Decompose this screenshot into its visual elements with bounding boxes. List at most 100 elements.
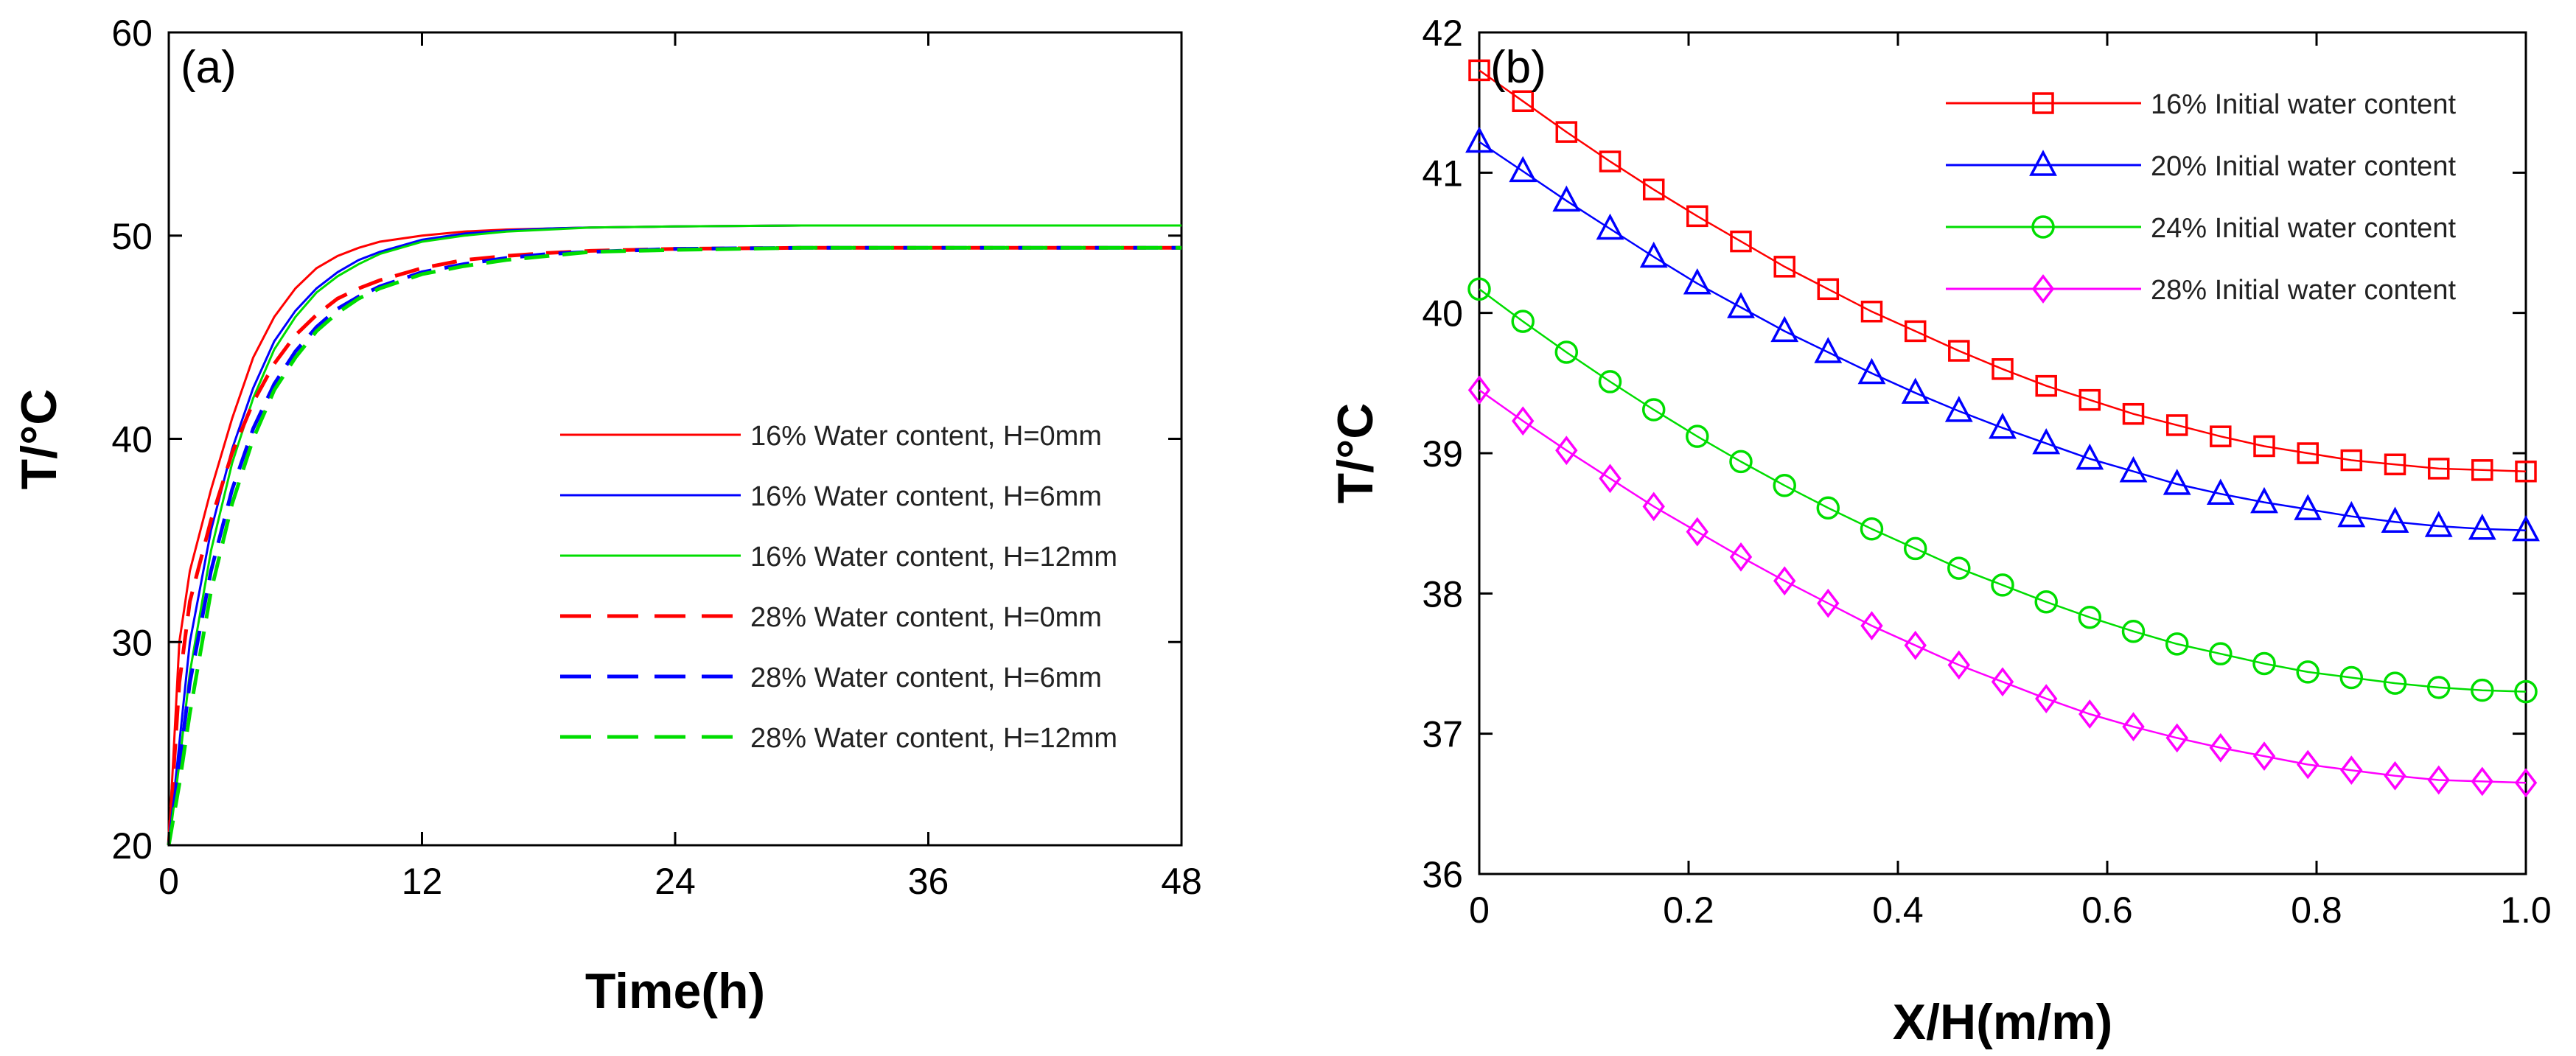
data-point-circle	[1686, 424, 1709, 448]
data-point-square	[2471, 459, 2493, 481]
legend-marker-square	[2032, 92, 2054, 114]
data-point-circle	[1729, 450, 1753, 474]
x-tick-label: 36	[908, 861, 949, 902]
y-tick-label: 40	[1422, 293, 1463, 335]
series-line-24pct-initial-water-content	[1479, 288, 2527, 693]
legend-a: 16% Water content, H=0mm 16% Water conten…	[560, 421, 1117, 754]
data-point-diamond	[2035, 684, 2058, 713]
data-point-diamond	[1991, 667, 2014, 697]
data-point-square	[2210, 425, 2232, 447]
y-axis-label-a: T/°C	[11, 389, 67, 490]
data-point-circle	[1991, 573, 2014, 597]
data-point-square	[1904, 320, 1927, 343]
x-tick-label: 0.2	[1663, 889, 1714, 931]
data-point-triangle	[1989, 413, 2017, 439]
data-point-triangle	[1465, 126, 1493, 153]
data-point-diamond	[2384, 760, 2406, 791]
data-point-triangle	[2337, 500, 2366, 528]
legend-label: 28% Water content, H=0mm	[750, 602, 1102, 633]
data-point-square	[1512, 90, 1534, 113]
data-point-square	[1817, 278, 1840, 301]
data-point-circle	[2296, 660, 2320, 684]
data-point-circle	[1511, 310, 1535, 333]
data-point-square	[1686, 205, 1708, 228]
data-point-diamond	[2122, 712, 2145, 742]
data-point-square	[2427, 458, 2450, 480]
x-tick-label: 12	[402, 861, 443, 902]
series-line-20pct-initial-water-content	[1479, 141, 2527, 531]
data-point-diamond	[1904, 630, 1927, 660]
legend-marker-triangle	[2029, 150, 2057, 176]
data-point-diamond	[1512, 406, 1535, 436]
y-tick-label: 38	[1422, 573, 1463, 615]
data-point-triangle	[1857, 357, 1886, 385]
data-point-square	[2384, 453, 2406, 475]
legend-label: 28% Initial water content	[2151, 275, 2456, 306]
data-point-square	[2340, 449, 2363, 472]
data-point-triangle	[1901, 377, 1930, 404]
plot-area-a	[167, 31, 1183, 847]
data-point-square	[1468, 59, 1490, 82]
data-point-square	[1555, 121, 1578, 143]
legend-label: 28% Water content, H=6mm	[750, 662, 1102, 693]
y-tick-label: 20	[111, 825, 153, 867]
data-point-triangle	[1552, 185, 1581, 212]
data-point-square	[1730, 230, 1752, 253]
legend-marker-diamond	[2031, 274, 2055, 304]
legend-label: 20% Initial water content	[2151, 151, 2456, 182]
data-point-square	[1992, 358, 2014, 380]
data-point-circle	[2078, 605, 2102, 629]
data-point-circle	[1554, 340, 1579, 364]
y-axis-label-b: T/°C	[1327, 403, 1383, 504]
data-point-triangle	[1814, 337, 1843, 363]
data-point-circle	[2514, 679, 2538, 704]
legend-b: 16% Initial water content 20% Initial wat…	[1946, 89, 2456, 306]
data-point-triangle	[2250, 486, 2278, 514]
data-point-diamond	[1729, 542, 1753, 572]
data-point-diamond	[2427, 765, 2450, 795]
data-point-diamond	[1773, 566, 1796, 596]
x-tick-label: 0	[158, 861, 179, 902]
data-point-square	[1860, 301, 1883, 323]
panel-label-a: (a)	[181, 42, 237, 93]
data-point-circle	[1773, 474, 1796, 497]
data-point-square	[1773, 256, 1795, 278]
x-tick-label: 1.0	[2500, 889, 2552, 931]
data-point-square	[1599, 150, 1622, 172]
data-point-diamond	[2209, 732, 2232, 763]
data-point-triangle	[1596, 213, 1624, 240]
data-point-circle	[1947, 556, 1971, 580]
data-point-circle	[2034, 590, 2058, 614]
y-tick-label: 39	[1422, 433, 1463, 475]
data-point-square	[1642, 178, 1665, 200]
y-tick-label: 42	[1422, 13, 1463, 54]
legend-label: 16% Water content, H=6mm	[750, 481, 1102, 512]
data-point-square	[2078, 388, 2101, 411]
data-point-circle	[2252, 651, 2276, 676]
data-point-triangle	[1727, 292, 1755, 318]
data-point-diamond	[2297, 749, 2320, 780]
x-tick-label: 0.6	[2081, 889, 2133, 931]
data-point-square	[2253, 435, 2275, 458]
plot-area-b	[1478, 31, 2527, 875]
data-point-triangle	[2119, 456, 2148, 483]
y-tick-label: 36	[1422, 854, 1463, 895]
data-point-square	[2165, 414, 2188, 436]
series-line-28pct-initial-water-content	[1479, 389, 2527, 784]
data-point-triangle	[2076, 443, 2104, 470]
series-line-28pct-water-content-h-12mm	[167, 245, 1181, 846]
data-point-circle	[2209, 642, 2233, 665]
data-point-circle	[1860, 517, 1884, 541]
data-point-diamond	[1817, 588, 1840, 618]
data-point-diamond	[1555, 436, 1578, 466]
data-point-triangle	[2424, 511, 2453, 537]
data-point-diamond	[2514, 768, 2538, 798]
series-line-28pct-water-content-h-6mm	[167, 245, 1181, 846]
data-point-circle	[2471, 678, 2494, 702]
data-point-circle	[2121, 619, 2146, 643]
data-point-square	[2297, 442, 2319, 464]
legend-label: 16% Initial water content	[2151, 89, 2456, 120]
series-line-16pct-water-content-h-12mm	[167, 224, 1181, 846]
panel-b: 0 0.2 0.4 0.6 0.8 1.0 36 37 38 39 40 41 42 (b) X/H(m…	[1327, 13, 2552, 1050]
